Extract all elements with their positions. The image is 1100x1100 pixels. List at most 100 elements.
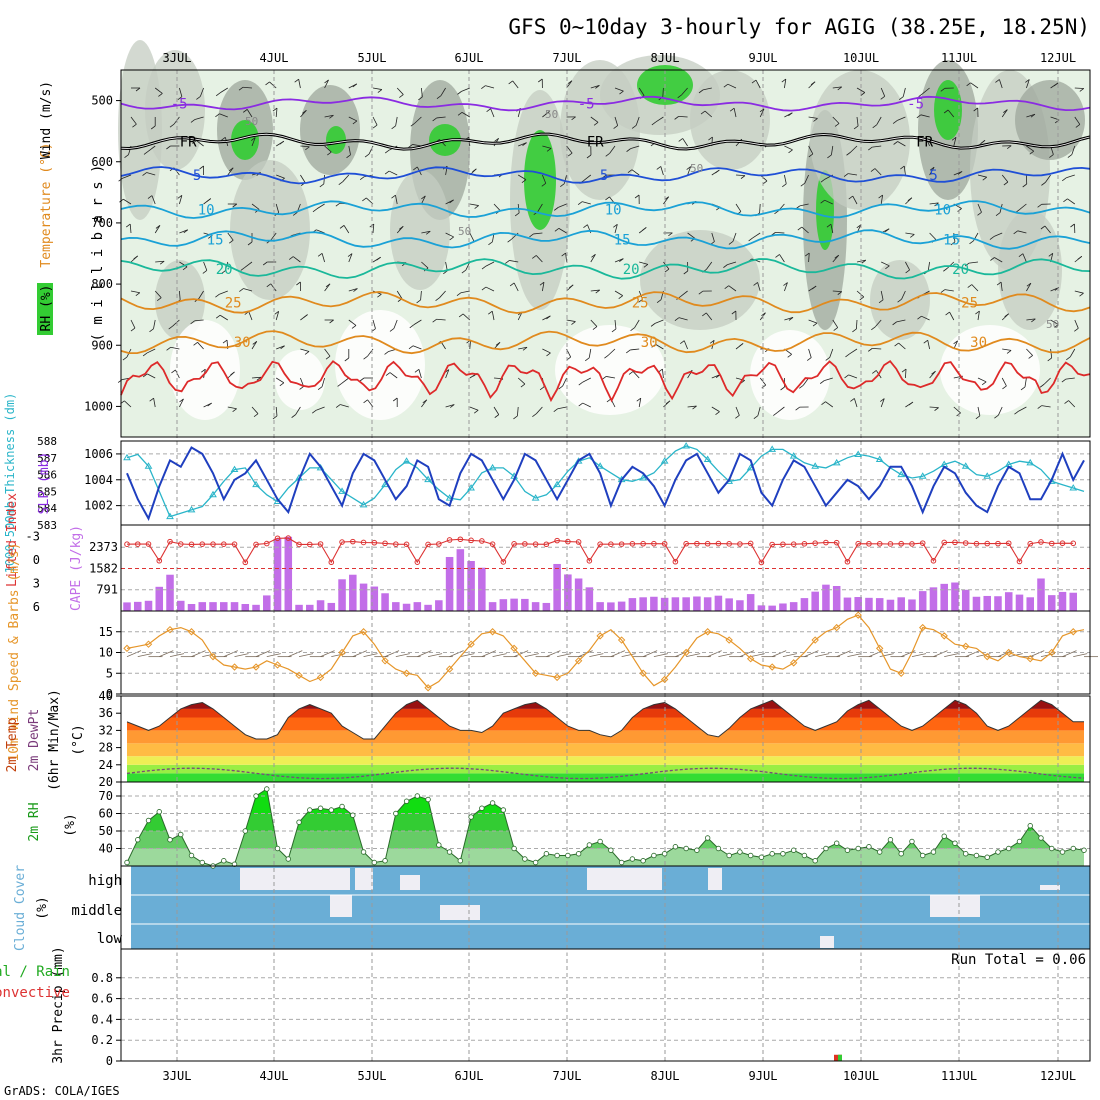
rh-point: [371, 859, 378, 866]
wind-barb: [420, 290, 422, 301]
wind-barb: [558, 203, 567, 208]
wind-barb-flag: [995, 212, 1001, 217]
wind-barb-flag: [923, 339, 928, 344]
wind-barb-flag: [520, 383, 526, 388]
wind-barb-flag: [208, 235, 213, 239]
li-line: [126, 537, 1074, 564]
wind10-barb: [944, 653, 959, 658]
wind-label: Wind (m/s): [39, 81, 54, 159]
wind-barb-flag: [252, 341, 258, 345]
wind-barb-flag: [159, 260, 165, 265]
rh-contour-fill: [640, 230, 760, 330]
wind-barb: [953, 137, 957, 147]
wind10-point: [252, 663, 260, 671]
wind-barb-flag: [571, 116, 576, 121]
wind-barb: [630, 348, 640, 351]
wind-barb: [396, 290, 403, 299]
wind-barb: [977, 311, 980, 321]
li-point: [188, 541, 195, 548]
cape-bar: [1015, 594, 1024, 611]
wind-barb-flag: [668, 232, 673, 237]
wind-barb: [1071, 145, 1076, 155]
wind-barb-flag: [628, 371, 634, 375]
wind-barb: [711, 406, 720, 412]
wind-barb: [1067, 198, 1076, 205]
wind-barb-flag: [384, 170, 390, 175]
wind-barb: [1024, 377, 1027, 387]
wind-barb-flag: [964, 262, 970, 267]
wind10-point: [962, 642, 970, 650]
wind-barb-flag: [473, 409, 479, 414]
li-point: [973, 540, 980, 547]
li-point: [500, 559, 507, 565]
wind-barb: [1045, 174, 1051, 183]
wind-barb: [680, 290, 688, 297]
wind-barb: [802, 377, 809, 386]
wind-barb-flag: [1047, 357, 1052, 362]
upper-ytick-600: 600: [91, 155, 113, 169]
cape-bar: [1026, 597, 1034, 611]
wind-barb-flag: [418, 96, 423, 101]
wind-barb: [872, 347, 882, 350]
wind10-barb: [707, 650, 722, 658]
wind-barb-flag: [975, 310, 980, 315]
wind-barb-flag: [522, 142, 527, 146]
cape-bar: [295, 604, 303, 611]
day-label-bottom: 7JUL: [553, 1069, 582, 1083]
li-point: [124, 541, 130, 548]
rh-point: [554, 852, 560, 859]
wind-barb-flag: [715, 169, 720, 174]
wind-barb-flag: [813, 118, 818, 122]
wind-barb-flag: [461, 269, 467, 274]
cape-bar: [703, 597, 712, 611]
wind-barb: [194, 319, 204, 322]
wind-barb-flag: [132, 123, 137, 128]
wind-barb: [348, 145, 351, 155]
wind-barb-flag: [880, 95, 885, 100]
wind-barb: [687, 405, 697, 408]
cloud-clear-block: [708, 868, 722, 890]
wind-barb-flag: [449, 236, 454, 241]
day-label-bottom: 11JUL: [941, 1069, 977, 1083]
isotherm-label: -5: [171, 97, 188, 113]
wind-barb: [324, 283, 331, 292]
wind10-barb: [460, 653, 475, 658]
rh-point: [823, 845, 829, 852]
wind-barb: [929, 406, 939, 409]
wind-barb-flag: [595, 85, 600, 89]
li-point: [704, 540, 711, 547]
wind-barb-flag: [897, 298, 902, 303]
wind-barb-flag: [202, 270, 208, 274]
wind10-barb: [320, 650, 335, 658]
wind10-barb: [513, 650, 529, 658]
wind-barb: [342, 174, 350, 182]
wind-barb: [1044, 225, 1051, 234]
wind10-point: [273, 661, 282, 669]
slp-label: SLP (mb): [37, 452, 52, 515]
thickness-point: [703, 455, 712, 462]
wind-barb-flag: [155, 225, 161, 229]
wind-barb: [757, 282, 761, 292]
wind-barb-flag: [1029, 150, 1035, 155]
wind-barb-flag: [142, 373, 148, 378]
wind-barb: [784, 174, 787, 184]
li-point: [134, 541, 141, 547]
wind-barb: [300, 348, 310, 352]
wind-barb: [200, 87, 204, 97]
wind-barb-flag: [532, 255, 537, 259]
wind-barb: [536, 406, 543, 414]
rh-point: [995, 849, 1001, 855]
wind-barb-flag: [980, 140, 986, 144]
wind-barb-flag: [363, 399, 368, 404]
li-point: [694, 540, 700, 547]
wind-barb-flag: [230, 371, 235, 376]
wind10-barb: [815, 653, 830, 658]
rh-contour-fill: [1015, 80, 1085, 160]
temp-label: 2m Temp: [5, 717, 20, 772]
wind-barb-flag: [242, 109, 248, 113]
thickness-tick: 587: [37, 452, 57, 465]
wind-barb: [590, 289, 600, 292]
rh-point: [543, 851, 550, 857]
temp-band: [127, 717, 1084, 731]
li-point: [941, 539, 948, 546]
